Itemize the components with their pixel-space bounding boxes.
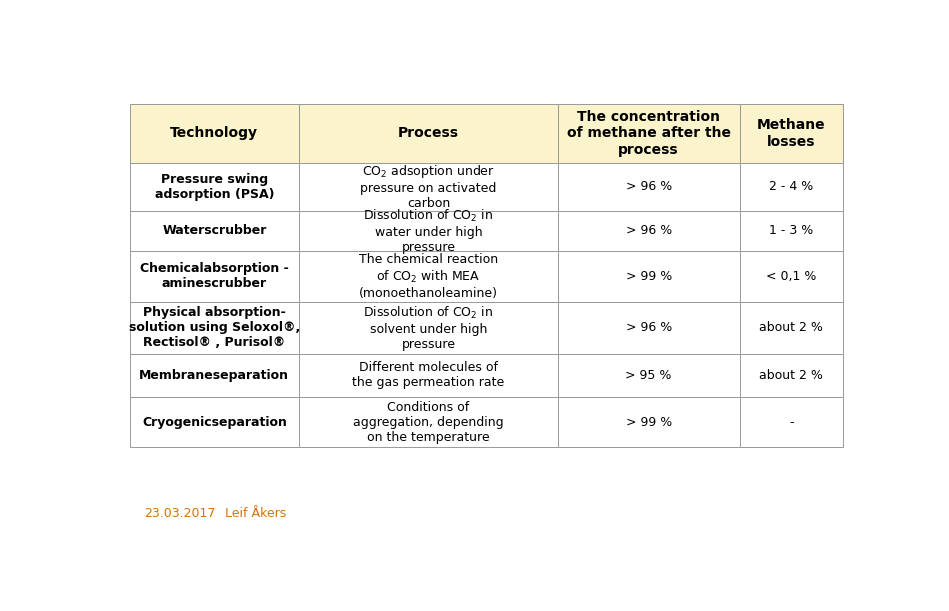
Bar <box>299 302 558 354</box>
Text: Waterscrubber: Waterscrubber <box>162 224 267 237</box>
Text: Methane
losses: Methane losses <box>757 119 826 148</box>
Bar <box>130 354 299 397</box>
Bar <box>130 302 299 354</box>
Text: Dissolution of CO$_2$ in
solvent under high
pressure: Dissolution of CO$_2$ in solvent under h… <box>363 305 493 351</box>
Text: about 2 %: about 2 % <box>759 321 824 334</box>
Bar <box>299 251 558 302</box>
Bar <box>558 211 739 251</box>
Bar <box>558 354 739 397</box>
Text: Different molecules of
the gas permeation rate: Different molecules of the gas permeatio… <box>352 362 505 389</box>
Text: > 99 %: > 99 % <box>625 270 672 283</box>
Text: Pressure swing
adsorption (PSA): Pressure swing adsorption (PSA) <box>155 173 274 201</box>
Bar <box>558 104 739 163</box>
Text: < 0,1 %: < 0,1 % <box>766 270 816 283</box>
Text: Cryogenicseparation: Cryogenicseparation <box>142 415 287 428</box>
Bar <box>299 104 558 163</box>
Bar <box>739 163 843 211</box>
Text: > 96 %: > 96 % <box>625 321 672 334</box>
Bar <box>558 397 739 447</box>
Text: Process: Process <box>398 126 459 141</box>
Text: > 99 %: > 99 % <box>625 415 672 428</box>
Bar <box>299 354 558 397</box>
Bar <box>739 104 843 163</box>
Bar <box>299 397 558 447</box>
Text: -: - <box>790 415 793 428</box>
Text: CO$_2$ adsoption under
pressure on activated
carbon: CO$_2$ adsoption under pressure on activ… <box>361 163 496 210</box>
Text: Leif Åkers: Leif Åkers <box>225 507 287 520</box>
Text: > 95 %: > 95 % <box>625 369 672 382</box>
Bar <box>299 163 558 211</box>
Text: 2 - 4 %: 2 - 4 % <box>770 180 813 193</box>
Text: 1 - 3 %: 1 - 3 % <box>770 224 813 237</box>
Text: Dissolution of CO$_2$ in
water under high
pressure: Dissolution of CO$_2$ in water under hig… <box>363 208 493 254</box>
Bar <box>558 302 739 354</box>
Bar <box>739 397 843 447</box>
Text: about 2 %: about 2 % <box>759 369 824 382</box>
Bar <box>739 302 843 354</box>
Text: Physical absorption-
solution using Seloxol®,
Rectisol® , Purisol®: Physical absorption- solution using Selo… <box>129 306 300 349</box>
Text: The chemical reaction
of CO$_2$ with MEA
(monoethanoleamine): The chemical reaction of CO$_2$ with MEA… <box>359 253 498 299</box>
Text: Conditions of
aggregation, depending
on the temperature: Conditions of aggregation, depending on … <box>353 401 504 444</box>
Text: Technology: Technology <box>171 126 258 141</box>
Bar <box>130 251 299 302</box>
Text: Membraneseparation: Membraneseparation <box>140 369 289 382</box>
Bar <box>130 104 299 163</box>
Bar <box>739 211 843 251</box>
Bar <box>130 163 299 211</box>
Bar <box>558 251 739 302</box>
Bar <box>299 211 558 251</box>
Bar <box>130 397 299 447</box>
Text: Chemicalabsorption -
aminescrubber: Chemicalabsorption - aminescrubber <box>140 262 288 290</box>
Text: > 96 %: > 96 % <box>625 180 672 193</box>
Text: 23.03.2017: 23.03.2017 <box>144 507 215 520</box>
Bar <box>558 163 739 211</box>
Text: The concentration
of methane after the
process: The concentration of methane after the p… <box>567 110 731 156</box>
Bar <box>130 211 299 251</box>
Bar <box>739 251 843 302</box>
Text: > 96 %: > 96 % <box>625 224 672 237</box>
Bar <box>739 354 843 397</box>
